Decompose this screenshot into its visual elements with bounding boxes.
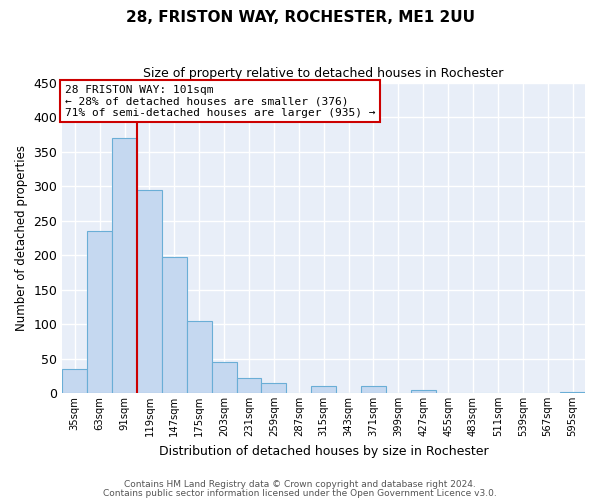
Bar	[62, 369, 87, 393]
Text: 28 FRISTON WAY: 101sqm
← 28% of detached houses are smaller (376)
71% of semi-de: 28 FRISTON WAY: 101sqm ← 28% of detached…	[65, 84, 376, 118]
Bar	[262, 382, 286, 393]
Bar	[361, 386, 386, 393]
Bar	[187, 320, 212, 393]
Text: Contains public sector information licensed under the Open Government Licence v3: Contains public sector information licen…	[103, 488, 497, 498]
Bar	[311, 386, 336, 393]
Bar	[162, 256, 187, 393]
Title: Size of property relative to detached houses in Rochester: Size of property relative to detached ho…	[143, 68, 504, 80]
Bar	[560, 392, 585, 393]
Bar	[236, 378, 262, 393]
Bar	[87, 231, 112, 393]
Bar	[112, 138, 137, 393]
Text: Contains HM Land Registry data © Crown copyright and database right 2024.: Contains HM Land Registry data © Crown c…	[124, 480, 476, 489]
Bar	[137, 190, 162, 393]
Text: 28, FRISTON WAY, ROCHESTER, ME1 2UU: 28, FRISTON WAY, ROCHESTER, ME1 2UU	[125, 10, 475, 25]
Y-axis label: Number of detached properties: Number of detached properties	[15, 145, 28, 331]
Bar	[212, 362, 236, 393]
X-axis label: Distribution of detached houses by size in Rochester: Distribution of detached houses by size …	[159, 444, 488, 458]
Bar	[411, 390, 436, 393]
